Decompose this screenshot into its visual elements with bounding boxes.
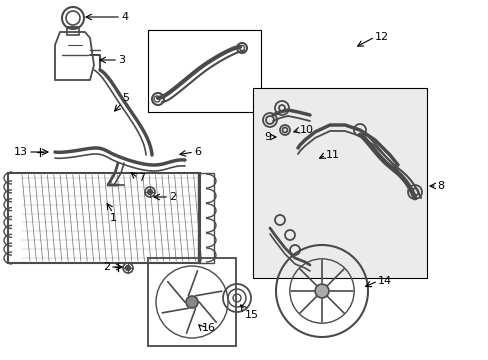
Text: 9: 9 — [264, 132, 270, 142]
Text: 13: 13 — [14, 147, 28, 157]
Bar — [252, 88, 426, 278]
Text: 5: 5 — [122, 93, 129, 103]
Text: 14: 14 — [377, 276, 391, 286]
Bar — [198, 173, 214, 263]
Text: 15: 15 — [244, 310, 259, 320]
Circle shape — [185, 296, 198, 308]
Text: 7: 7 — [138, 173, 145, 183]
Bar — [148, 258, 236, 346]
Text: 10: 10 — [299, 125, 313, 135]
Text: 2: 2 — [102, 262, 110, 272]
Bar — [67, 27, 79, 35]
Circle shape — [314, 284, 328, 298]
Text: 2: 2 — [169, 192, 176, 202]
Circle shape — [147, 189, 152, 194]
Text: 16: 16 — [202, 323, 216, 333]
Circle shape — [125, 266, 130, 270]
Text: 4: 4 — [121, 12, 128, 22]
Text: 11: 11 — [325, 150, 339, 160]
Bar — [148, 30, 261, 112]
Text: 8: 8 — [436, 181, 443, 191]
Text: 6: 6 — [194, 147, 201, 157]
Bar — [8, 173, 200, 263]
Text: 3: 3 — [118, 55, 125, 65]
Text: 12: 12 — [374, 32, 388, 42]
Text: 1: 1 — [109, 213, 116, 223]
